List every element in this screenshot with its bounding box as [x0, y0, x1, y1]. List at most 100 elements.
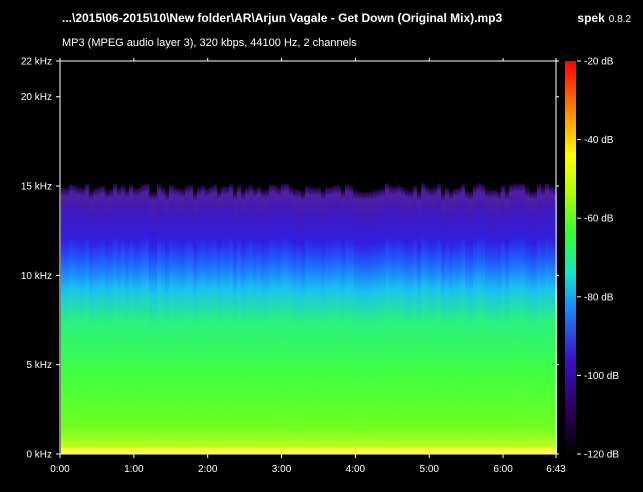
spectrum-column	[141, 184, 145, 454]
spectrum-column	[445, 187, 449, 455]
spectrum-column	[225, 186, 229, 454]
x-tick-label: 0:00	[50, 464, 70, 475]
spectrum-column	[441, 192, 445, 454]
colorbar-tick-label: -120 dB	[584, 450, 619, 461]
spectrum-column	[405, 189, 409, 454]
spectrum-column	[421, 183, 425, 455]
spectrum-column	[245, 187, 249, 454]
spectrum-column	[209, 186, 213, 454]
spectrum-column	[537, 184, 541, 454]
spectrum-column	[265, 189, 269, 454]
spectrum-column	[125, 189, 129, 454]
colorbar	[565, 61, 576, 454]
colorbar-tick-label: -100 dB	[584, 371, 619, 382]
colorbar-tick-label: -80 dB	[584, 292, 614, 303]
spectrum-column	[281, 183, 285, 454]
spectrum-column	[337, 185, 341, 454]
spectrum-column	[413, 185, 417, 454]
spectrum-column	[261, 190, 265, 455]
spectrum-column	[465, 190, 469, 454]
spectrum-column	[137, 187, 141, 454]
spectrum-column	[513, 183, 517, 454]
spectrum-column	[549, 185, 553, 454]
spectrum-column	[309, 187, 313, 454]
spectrum-column	[469, 192, 473, 454]
file-title: ...\2015\06-2015\10\New folder\AR\Arjun …	[62, 11, 503, 25]
spectrum-column	[517, 183, 521, 454]
spectrum-column	[93, 188, 97, 455]
spectrum-column	[393, 186, 397, 454]
spectrum-column	[197, 187, 201, 454]
spectrum-column	[233, 192, 237, 454]
spectrum-column	[333, 185, 337, 454]
spectrum-column	[133, 188, 137, 454]
spectrum-column	[317, 187, 321, 454]
spectrum-column	[117, 188, 121, 455]
spectrum-column	[541, 187, 545, 455]
colorbar-tick-label: -60 dB	[584, 214, 614, 225]
spectrum-column	[385, 183, 389, 454]
spectrum-column	[493, 189, 497, 454]
spectrum-column	[357, 191, 361, 454]
y-tick-label: 0 kHz	[26, 450, 52, 461]
spectrum-column	[381, 188, 385, 455]
spectrum-column	[65, 188, 69, 454]
spectrum-column	[253, 189, 257, 454]
spectrum-column	[353, 190, 357, 455]
spectrum-column	[157, 184, 161, 454]
spectrum-column	[373, 190, 377, 455]
spectrum-column	[69, 184, 73, 455]
spectrum-column	[153, 192, 157, 454]
x-axis: 0:00 1:00 2:00 3:00 4:00 5:00 6:00 6:43	[50, 58, 566, 475]
spectrum-column	[481, 184, 485, 454]
spectrum-column	[409, 190, 413, 454]
spectrum-column	[497, 191, 501, 454]
spectrum-column	[509, 184, 513, 454]
spectrum-column	[289, 187, 293, 454]
spectrum-column	[453, 188, 457, 455]
app-version: 0.8.2	[608, 14, 631, 25]
spectrum-column	[437, 183, 441, 454]
spectrum-column	[305, 186, 309, 455]
colorbar-tick-label: -20 dB	[584, 57, 614, 68]
spectrum-column	[161, 187, 165, 454]
spectrum-column	[193, 192, 197, 454]
spectrum-column	[545, 183, 549, 454]
plot-frame	[59, 60, 557, 455]
spectrum-column	[185, 185, 189, 455]
spectrum-column	[73, 185, 77, 454]
x-tick-label: 3:00	[272, 464, 292, 475]
spectrum-column	[113, 183, 117, 454]
spectrum-column	[285, 183, 289, 454]
spectrum-column	[461, 184, 465, 454]
x-tick-label: 5:00	[419, 464, 439, 475]
low-frequency-band	[61, 447, 555, 454]
y-tick-label: 20 kHz	[21, 92, 52, 103]
x-tick-label: 4:00	[346, 464, 366, 475]
spectrum-column	[189, 184, 193, 454]
x-tick-label: 2:00	[198, 464, 218, 475]
spectrum-column	[321, 191, 325, 455]
spectrum-column	[165, 192, 169, 454]
spectrum-column	[277, 187, 281, 455]
spectrum-column	[433, 187, 437, 455]
spectrum-column	[301, 192, 305, 455]
spectrum-column	[201, 185, 205, 454]
spectrum-column	[129, 184, 133, 454]
spectrum-column	[237, 185, 241, 454]
spectrum-column	[325, 187, 329, 454]
spectrum-column	[109, 189, 113, 454]
spectrum-column	[293, 189, 297, 455]
spectrum-column	[273, 185, 277, 454]
spectrum-column	[533, 191, 537, 454]
spectrum-column	[397, 185, 401, 455]
spectrum-column	[417, 192, 421, 454]
spectrum-column	[81, 188, 85, 454]
spectrum-column	[361, 192, 365, 454]
spectrum-column	[61, 187, 65, 455]
spectrogram-image	[61, 183, 557, 455]
spectrum-column	[525, 188, 529, 454]
y-tick-label: 10 kHz	[21, 271, 52, 282]
spectrum-column	[329, 187, 333, 454]
spectrum-column	[449, 191, 453, 455]
